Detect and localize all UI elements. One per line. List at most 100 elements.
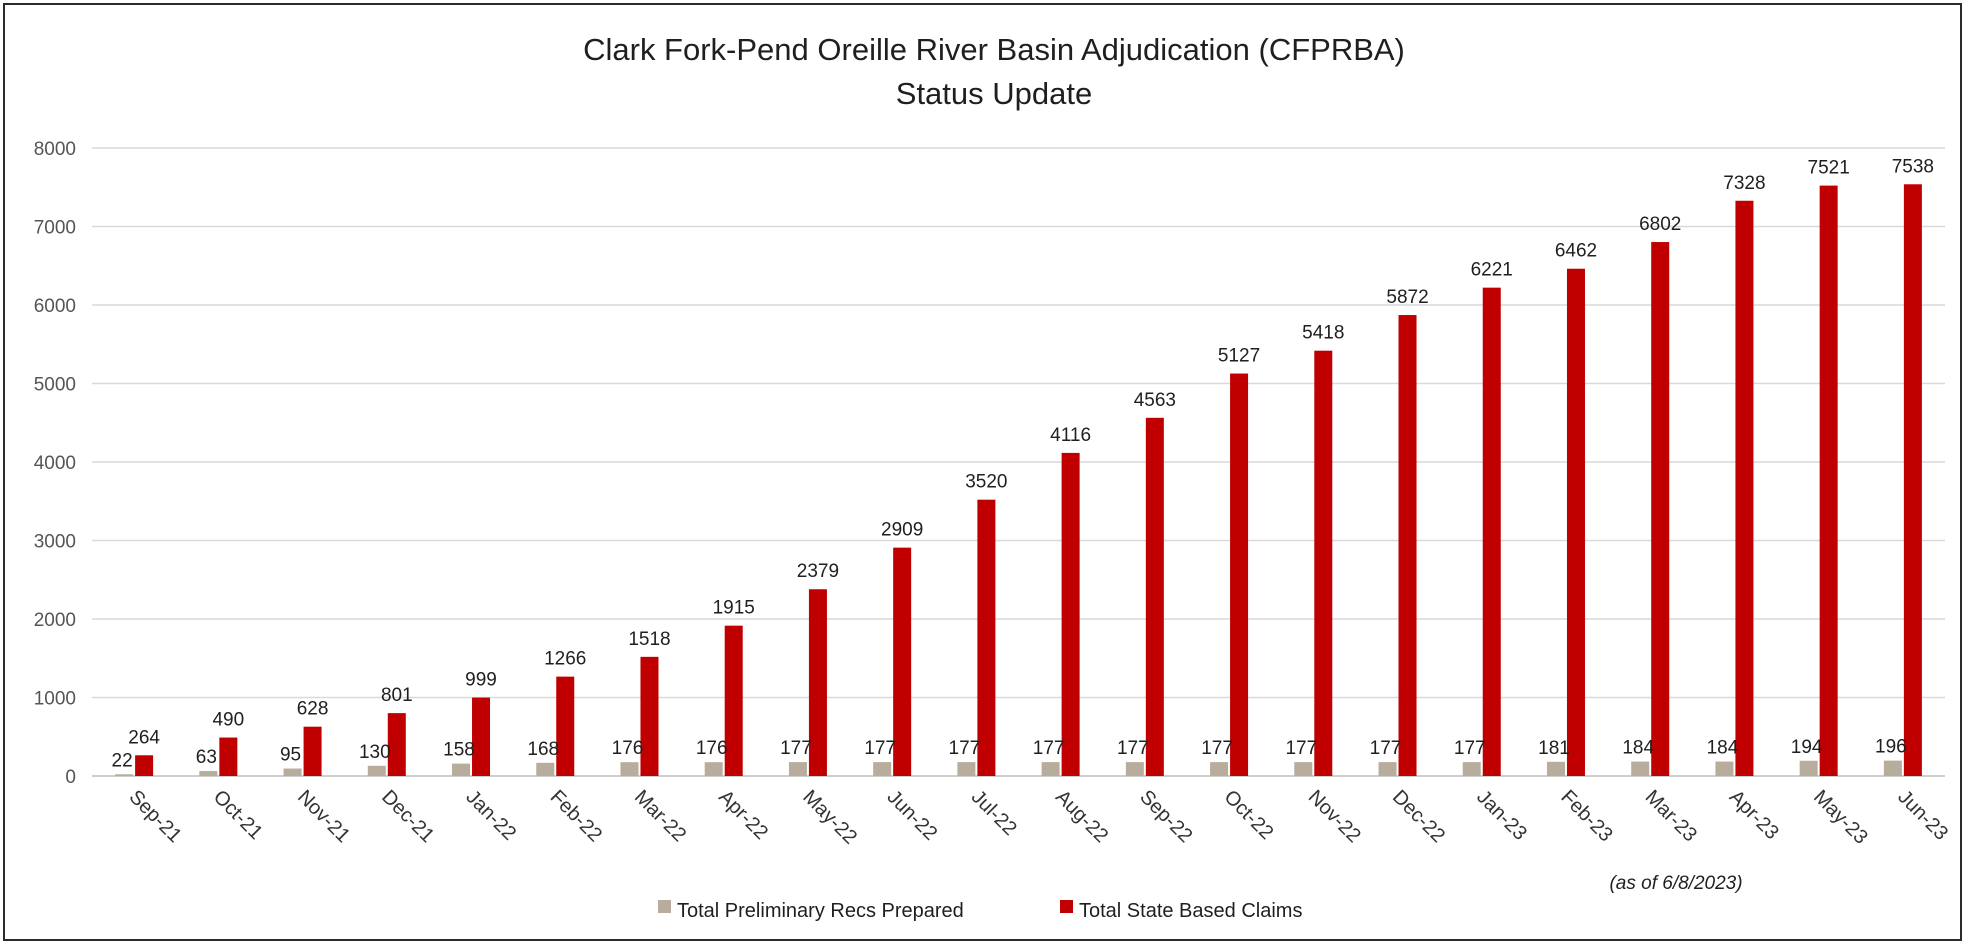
data-label-state-based-claims: 264 — [128, 727, 160, 748]
bar-preliminary-recs — [1883, 760, 1902, 776]
data-label-state-based-claims: 490 — [212, 710, 244, 731]
data-label-preliminary-recs: 184 — [1707, 738, 1739, 759]
x-tick-label: Dec-22 — [1388, 786, 1449, 847]
as-of-note: (as of 6/8/2023) — [1609, 873, 1742, 894]
bar-preliminary-recs — [620, 762, 639, 776]
data-label-state-based-claims: 2379 — [797, 561, 839, 582]
bar-state-based-claims — [219, 737, 238, 776]
bar-preliminary-recs — [1210, 762, 1229, 776]
legend-swatch-state-based-claims — [1060, 900, 1073, 913]
data-label-preliminary-recs: 22 — [112, 750, 133, 771]
x-tick-label: Sep-21 — [125, 786, 186, 847]
data-label-state-based-claims: 5127 — [1218, 346, 1260, 367]
y-tick-label: 3000 — [34, 532, 76, 553]
y-tick-label: 0 — [65, 767, 76, 788]
bar-state-based-claims — [893, 547, 912, 776]
x-tick-label: Sep-22 — [1135, 786, 1196, 847]
bar-state-based-claims — [1482, 287, 1501, 776]
bar-preliminary-recs — [367, 765, 386, 776]
x-axis-ticks: Sep-21 Oct-21 Nov-21 Dec-21 Jan-22 Feb-22 Mar-… — [125, 786, 1953, 849]
x-tick-label: Nov-21 — [293, 786, 354, 847]
x-tick-label: Oct-21 — [209, 786, 267, 844]
y-tick-label: 8000 — [34, 139, 76, 160]
data-label-state-based-claims: 7521 — [1808, 158, 1850, 179]
bar-preliminary-recs — [283, 768, 302, 776]
x-tick-label: Mar-22 — [630, 786, 690, 846]
data-label-preliminary-recs: 181 — [1538, 738, 1570, 759]
data-label-state-based-claims: 2909 — [881, 520, 923, 541]
data-label-state-based-claims: 5872 — [1386, 287, 1428, 308]
data-label-preliminary-recs: 177 — [1454, 738, 1486, 759]
bar-state-based-claims — [1230, 373, 1249, 776]
bar-preliminary-recs — [873, 762, 892, 776]
bar-state-based-claims — [724, 625, 743, 776]
x-tick-label: Apr-22 — [714, 786, 772, 844]
data-label-state-based-claims: 1518 — [628, 629, 670, 650]
bar-preliminary-recs — [1715, 761, 1734, 776]
data-label-preliminary-recs: 177 — [949, 738, 981, 759]
data-label-state-based-claims: 6221 — [1471, 260, 1513, 281]
bar-state-based-claims — [1398, 315, 1417, 776]
bar-state-based-claims — [1651, 242, 1670, 777]
bar-state-based-claims — [135, 755, 154, 776]
bar-preliminary-recs — [1462, 762, 1481, 776]
data-label-preliminary-recs: 177 — [1370, 738, 1402, 759]
bar-preliminary-recs — [1125, 762, 1144, 776]
x-tick-label: Feb-22 — [546, 786, 606, 846]
bars — [115, 184, 1922, 777]
data-label-state-based-claims: 801 — [381, 685, 413, 706]
data-label-preliminary-recs: 176 — [612, 738, 644, 759]
data-label-state-based-claims: 7538 — [1892, 156, 1934, 177]
data-label-preliminary-recs: 168 — [527, 739, 559, 760]
y-tick-label: 2000 — [34, 610, 76, 631]
x-tick-label: Oct-22 — [1220, 786, 1278, 844]
data-label-preliminary-recs: 194 — [1791, 737, 1823, 758]
bar-state-based-claims — [1145, 417, 1164, 776]
data-label-state-based-claims: 4116 — [1050, 425, 1091, 446]
bar-preliminary-recs — [1631, 761, 1650, 776]
data-label-preliminary-recs: 130 — [359, 742, 391, 763]
legend: Total Preliminary Recs Prepared Total St… — [658, 900, 1302, 922]
bar-preliminary-recs — [1041, 762, 1060, 776]
data-label-preliminary-recs: 177 — [1285, 738, 1317, 759]
data-label-preliminary-recs: 176 — [696, 738, 728, 759]
data-label-preliminary-recs: 95 — [280, 745, 301, 766]
chart-subtitle: Status Update — [896, 76, 1092, 111]
x-tick-label: Mar-23 — [1641, 786, 1701, 846]
legend-label-state-based-claims: Total State Based Claims — [1079, 900, 1302, 922]
bar-state-based-claims — [303, 726, 322, 776]
data-label-state-based-claims: 4563 — [1134, 390, 1176, 411]
data-label-state-based-claims: 7328 — [1723, 173, 1765, 194]
y-tick-label: 1000 — [34, 689, 76, 710]
x-tick-label: Nov-22 — [1304, 786, 1365, 847]
legend-swatch-preliminary-recs — [658, 900, 671, 913]
data-label-preliminary-recs: 177 — [864, 738, 896, 759]
data-label-state-based-claims: 1915 — [713, 598, 755, 619]
x-tick-label: Jan-22 — [461, 786, 520, 845]
data-label-preliminary-recs: 158 — [443, 740, 475, 761]
x-tick-label: Feb-23 — [1556, 786, 1616, 846]
x-tick-label: May-22 — [798, 786, 861, 849]
chart-title: Clark Fork-Pend Oreille River Basin Adju… — [583, 32, 1405, 67]
bar-state-based-claims — [1566, 268, 1585, 776]
bar-state-based-claims — [1061, 452, 1080, 776]
bar-state-based-claims — [1735, 200, 1754, 776]
x-tick-label: May-23 — [1809, 786, 1872, 849]
bar-state-based-claims — [1903, 184, 1922, 777]
data-label-state-based-claims: 999 — [465, 670, 497, 691]
y-tick-label: 5000 — [34, 375, 76, 396]
data-label-preliminary-recs: 177 — [1201, 738, 1233, 759]
bar-preliminary-recs — [536, 762, 555, 776]
chart-frame — [3, 3, 1962, 941]
bar-preliminary-recs — [199, 771, 218, 776]
x-tick-label: Aug-22 — [1051, 786, 1112, 847]
x-tick-label: Apr-23 — [1725, 786, 1783, 844]
bar-preliminary-recs — [115, 774, 134, 776]
bar-state-based-claims — [556, 676, 575, 776]
data-label-preliminary-recs: 196 — [1875, 737, 1907, 758]
data-label-state-based-claims: 3520 — [965, 472, 1007, 493]
data-label-state-based-claims: 5418 — [1302, 323, 1344, 344]
data-label-preliminary-recs: 177 — [780, 738, 812, 759]
bar-preliminary-recs — [452, 763, 471, 776]
